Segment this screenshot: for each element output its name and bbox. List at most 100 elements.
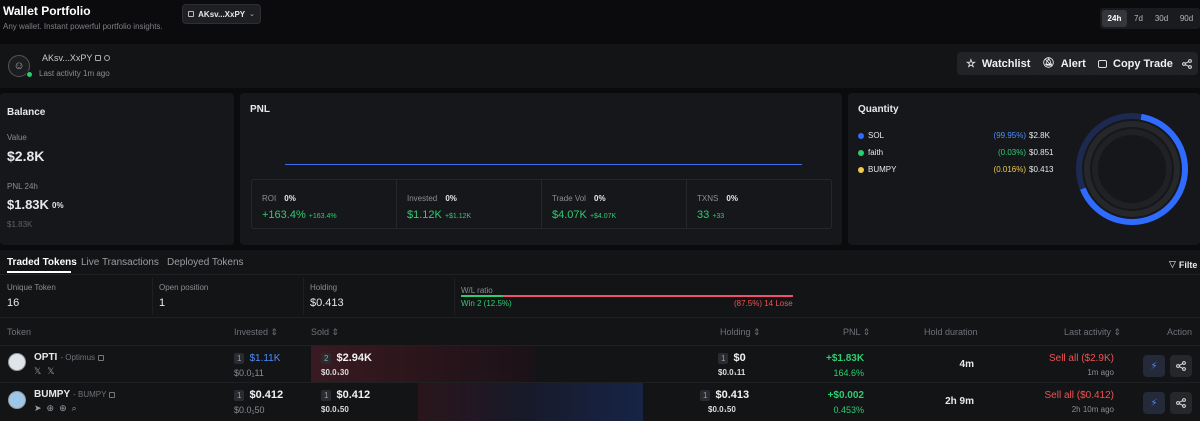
avatar: ☺ [8, 55, 30, 77]
stat-value: $4.07K [552, 209, 587, 221]
col-sold-label: Sold [311, 327, 330, 337]
share-button[interactable] [1170, 355, 1192, 377]
share-link-icon[interactable] [104, 55, 111, 61]
stat-delta: +$1.12K [444, 213, 472, 220]
alert-button[interactable]: 🔕︎ Alert [1033, 52, 1095, 75]
invested-count: 1 [234, 352, 245, 364]
share-button[interactable] [1170, 392, 1192, 414]
sort-icon: ⇕ [753, 327, 761, 337]
pnl-24h-sub: $1.83K [7, 220, 33, 229]
search-icon[interactable]: ⌕ [71, 403, 77, 413]
token-avatar [8, 353, 26, 371]
website-icon[interactable]: ⊕ [46, 403, 55, 413]
pnl-title: PNL [250, 104, 270, 115]
page-subtitle: Any wallet. Instant powerful portfolio i… [3, 22, 163, 31]
invested-value: $0.412 [249, 389, 284, 401]
quantity-value: $2.8K [1029, 131, 1050, 140]
holding-count: 1 [700, 389, 711, 401]
quantity-value: $0.413 [1029, 165, 1054, 174]
legend-dot [858, 132, 864, 139]
quantity-pct: (99.95%) [993, 131, 1026, 140]
lose-text: (87.5%) 14 Lose [734, 299, 793, 308]
col-invested-label: Invested [234, 327, 269, 337]
pnl-value: +$0.002 [827, 390, 864, 401]
star-icon: ☆ [966, 58, 976, 70]
col-last-activity-label: Last activity [1064, 327, 1112, 337]
sold-sub: $0.0₁50 [321, 405, 349, 414]
win-text: Win 2 (12.5%) [461, 299, 512, 308]
copy-trade-button[interactable]: Copy Trade [1089, 52, 1182, 75]
quantity-donut-chart [1076, 113, 1188, 225]
wallet-selector[interactable]: AKsv...XxPY ⌄ [182, 4, 261, 24]
stat-value: 33 [697, 209, 710, 221]
quick-buy-button[interactable]: ⚡︎ [1143, 355, 1165, 377]
token-name: - Optimus [60, 353, 96, 362]
unique-token-value: 16 [7, 297, 20, 309]
wl-ratio-label: W/L ratio [461, 286, 493, 295]
sold-heat-bar [311, 346, 536, 382]
stat-txns: TXNS 0% 33 +33 [687, 180, 831, 228]
sort-icon: ⇕ [270, 327, 279, 337]
holding-sub: $0.0₁11 [718, 368, 746, 377]
quick-buy-button[interactable]: ⚡︎ [1143, 392, 1165, 414]
filter-icon: ▽ [1169, 259, 1176, 269]
alert-label: Alert [1060, 57, 1086, 70]
watchlist-label: Watchlist [981, 57, 1031, 70]
filter-label: Filte [1178, 259, 1198, 270]
copy-icon[interactable] [95, 55, 102, 61]
copy-icon[interactable] [98, 354, 105, 361]
stat-value: +163.4% [262, 209, 306, 221]
x-social-icon[interactable]: 𝕏 [34, 366, 42, 376]
tab-7d[interactable]: 7d [1134, 14, 1143, 23]
quantity-title: Quantity [858, 104, 899, 115]
sold-value: $2.94K [336, 352, 372, 364]
tab-active-underline [7, 271, 71, 273]
holding-value: $0.413 [715, 389, 750, 401]
quantity-pct: (0.03%) [997, 148, 1026, 157]
wl-ratio-bar [461, 295, 793, 297]
quantity-item-faith: faith (0.03%) $0.851 [858, 144, 1073, 161]
col-hold-duration: Hold duration [924, 327, 978, 337]
holding-count: 1 [718, 352, 729, 364]
value-label: Value [7, 133, 27, 142]
tab-90d[interactable]: 90d [1179, 14, 1194, 23]
last-activity-action: Sell all ($2.9K) [1048, 353, 1114, 364]
share-button[interactable] [1176, 52, 1198, 75]
col-sold[interactable]: Sold ⇕ [311, 327, 339, 338]
stat-roi: ROI 0% +163.4% +163.4% [252, 180, 397, 228]
quantity-value: $0.851 [1029, 148, 1054, 157]
stat-delta: +163.4% [308, 213, 337, 220]
stat-invested: Invested 0% $1.12K +$1.12K [397, 180, 542, 228]
quantity-name: SOL [868, 131, 885, 140]
legend-dot [858, 149, 864, 156]
tab-traded-tokens[interactable]: Traded Tokens [7, 257, 77, 268]
tab-deployed-tokens[interactable]: Deployed Tokens [167, 257, 244, 268]
tab-24h[interactable]: 24h [1102, 10, 1127, 27]
pnl-chart-line [285, 164, 802, 165]
col-pnl[interactable]: PNL ⇕ [843, 327, 870, 338]
telegram-icon[interactable]: ➤ [34, 403, 42, 413]
col-token: Token [7, 327, 32, 337]
token-symbol[interactable]: BUMPY [34, 389, 71, 400]
tab-30d[interactable]: 30d [1154, 14, 1169, 23]
table-row[interactable] [0, 346, 1200, 382]
watchlist-button[interactable]: ☆ Watchlist [957, 52, 1040, 75]
copy-icon[interactable] [109, 391, 116, 398]
col-holding[interactable]: Holding ⇕ [720, 327, 761, 338]
col-invested[interactable]: Invested ⇕ [234, 327, 278, 338]
timeframe-selector: 24h 7d 30d 90d [1100, 8, 1200, 29]
globe-icon[interactable]: ⊕ [59, 403, 67, 413]
share-icon [1176, 361, 1186, 371]
filter-button[interactable]: ▽ Filte [1169, 259, 1197, 270]
tab-live-transactions[interactable]: Live Transactions [81, 257, 159, 268]
sort-icon: ⇕ [862, 327, 871, 337]
quantity-list: SOL (99.95%) $2.8K faith (0.03%) $0.851 … [858, 127, 1073, 178]
token-symbol[interactable]: OPTI [34, 352, 58, 363]
col-last-activity[interactable]: Last activity ⇕ [1064, 327, 1121, 338]
last-activity-time: 2h 10m ago [1071, 405, 1114, 414]
pnl-24h-label: PNL 24h [7, 182, 38, 191]
holding-value: $0.413 [310, 297, 344, 309]
copy-trade-icon [1098, 59, 1107, 68]
x-search-icon[interactable]: 𝕏 [47, 366, 55, 376]
holding-value: $0 [733, 352, 746, 364]
